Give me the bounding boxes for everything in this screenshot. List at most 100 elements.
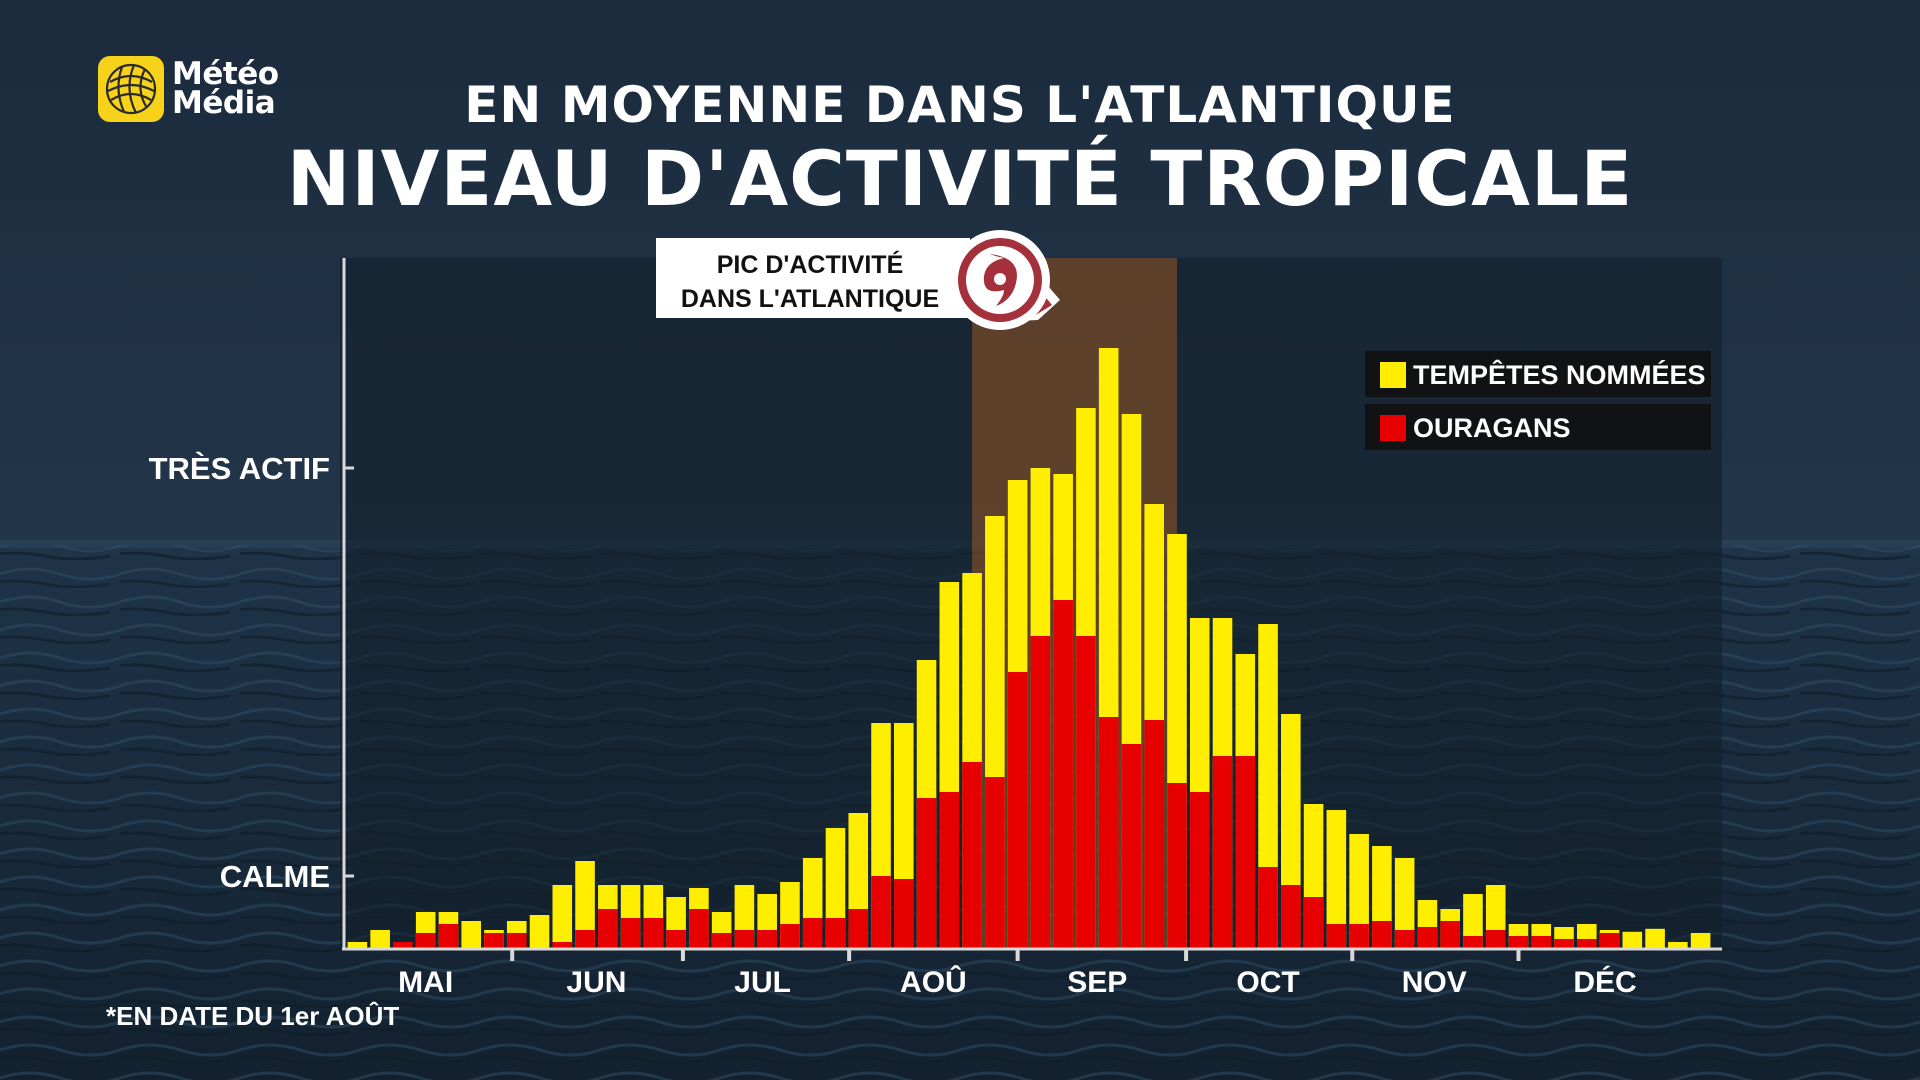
month-separators	[510, 949, 1521, 961]
hurricanes-bar-33	[1098, 717, 1119, 948]
x-tick-label-6: NOV	[1402, 966, 1467, 999]
x-tick-label-3: AOÛ	[900, 965, 967, 999]
y-tick-label-1: TRÈS ACTIF	[149, 451, 330, 486]
hurricanes-bar-34	[1121, 744, 1142, 948]
hurricanes-bar-9	[552, 942, 573, 948]
legend-label-storms: TEMPÊTES NOMMÉES	[1413, 359, 1706, 390]
peak-callout-box	[656, 238, 970, 318]
named-storms-bar-58	[1668, 942, 1688, 948]
hurricanes-bar-42	[1303, 897, 1324, 948]
hurricanes-bar-10	[575, 930, 595, 948]
hurricanes-bar-28	[985, 777, 1005, 948]
legend: TEMPÊTES NOMMÉES OURAGANS	[1365, 351, 1711, 450]
globe-icon	[98, 56, 164, 122]
brand-name: Météo Média	[172, 56, 279, 121]
hurricanes-bar-13	[643, 918, 664, 948]
hurricanes-bar-27	[962, 762, 982, 948]
hurricanes-bar-43	[1326, 924, 1347, 948]
hurricanes-bar-30	[1030, 636, 1051, 948]
legend-swatch-storms	[1380, 362, 1406, 388]
hurricanes-bar-38	[1212, 756, 1233, 948]
hurricanes-bar-35	[1144, 720, 1165, 948]
named-storms-bar-46	[1394, 858, 1415, 948]
hurricanes-bar-20	[802, 918, 823, 948]
hurricanes-bar-51	[1508, 936, 1529, 948]
hurricanes-bar-11	[598, 909, 618, 948]
hurricanes-bar-37	[1189, 792, 1210, 948]
x-tick-label-5: OCT	[1236, 966, 1299, 999]
hurricanes-bar-24	[893, 879, 914, 948]
x-tick-label-4: SEP	[1067, 966, 1127, 999]
hurricanes-bar-21	[825, 918, 846, 948]
hurricanes-bar-52	[1531, 936, 1552, 948]
x-tick-label-0: MAI	[398, 966, 453, 999]
hurricanes-bar-54	[1576, 939, 1597, 948]
named-storms-bar-44	[1349, 834, 1369, 948]
hurricanes-bar-12	[620, 918, 641, 948]
hurricanes-bar-47	[1417, 927, 1438, 948]
named-storms-bar-8	[529, 915, 550, 948]
named-storms-bar-43	[1326, 810, 1347, 948]
meteomedia-logo: Météo Média	[98, 56, 279, 122]
hurricanes-bar-48	[1440, 921, 1460, 948]
peak-activity-band	[972, 258, 1177, 948]
hurricanes-bar-32	[1076, 636, 1096, 948]
hurricanes-bar-23	[871, 876, 891, 948]
peak-callout: PIC D'ACTIVITÉ DANS L'ATLANTIQUE	[656, 230, 1060, 330]
hurricanes-bar-36	[1167, 783, 1187, 948]
hurricanes-bar-40	[1258, 867, 1278, 948]
footnote: *EN DATE DU 1er AOÛT	[106, 1001, 400, 1031]
hurricanes-bar-2	[393, 942, 413, 948]
x-axis-ticks: MAI JUN JUL AOÛ SEP OCT NOV DÉC	[398, 965, 1636, 999]
y-tick-label-0: CALME	[220, 859, 330, 894]
brand-line-2: Média	[172, 85, 276, 121]
legend-bg-storms	[1365, 351, 1711, 397]
named-storms-bar-49	[1463, 894, 1483, 948]
chart-subtitle: EN MOYENNE DANS L'ATLANTIQUE	[464, 76, 1456, 134]
hurricanes-bar-50	[1485, 930, 1506, 948]
named-storms-bar-59	[1690, 933, 1711, 948]
hurricanes-bar-15	[689, 909, 709, 948]
hurricanes-series	[393, 600, 1620, 948]
hurricanes-bar-45	[1372, 921, 1392, 948]
hurricanes-bar-19	[780, 924, 800, 948]
named-storms-bar-10	[575, 861, 595, 948]
legend-bg-hurricanes	[1365, 404, 1711, 450]
hurricanes-bar-16	[711, 933, 732, 948]
hurricanes-bar-18	[757, 930, 777, 948]
x-tick-label-7: DÉC	[1573, 965, 1636, 999]
named-storms-bar-1	[370, 930, 390, 948]
hurricanes-bar-41	[1281, 885, 1301, 948]
x-tick-label-1: JUN	[566, 966, 626, 999]
hurricanes-bar-39	[1235, 756, 1256, 948]
legend-label-hurricanes: OURAGANS	[1413, 413, 1571, 443]
hurricanes-bar-6	[484, 933, 504, 948]
brand-line-1: Météo	[172, 56, 279, 92]
x-tick-label-2: JUL	[734, 966, 791, 999]
y-axis-ticks: CALME TRÈS ACTIF	[149, 451, 354, 894]
hurricanes-bar-26	[939, 792, 960, 948]
hurricanes-bar-22	[848, 909, 869, 948]
hurricanes-bar-55	[1599, 933, 1620, 948]
hurricanes-bar-49	[1463, 936, 1483, 948]
chart-title: NIVEAU D'ACTIVITÉ TROPICALE	[286, 134, 1634, 223]
hurricanes-bar-29	[1007, 672, 1028, 948]
peak-callout-line-1: PIC D'ACTIVITÉ	[717, 250, 904, 279]
hurricane-icon	[950, 230, 1060, 330]
named-storms-bar-0	[347, 942, 368, 948]
hurricanes-bar-7	[506, 933, 527, 948]
hurricanes-bar-46	[1394, 930, 1415, 948]
named-storms-bar-56	[1622, 931, 1643, 948]
hurricanes-bar-53	[1554, 939, 1574, 948]
legend-swatch-hurricanes	[1380, 415, 1406, 441]
hurricanes-bar-3	[415, 933, 436, 948]
named-storms-bar-57	[1645, 928, 1665, 948]
hurricanes-bar-25	[916, 798, 937, 948]
named-storms-bar-5	[461, 921, 482, 948]
peak-callout-line-2: DANS L'ATLANTIQUE	[681, 285, 939, 313]
hurricanes-bar-44	[1349, 924, 1369, 948]
named-storms-bar-9	[552, 885, 573, 948]
hurricanes-bar-31	[1053, 600, 1073, 948]
hurricanes-bar-14	[666, 930, 686, 948]
